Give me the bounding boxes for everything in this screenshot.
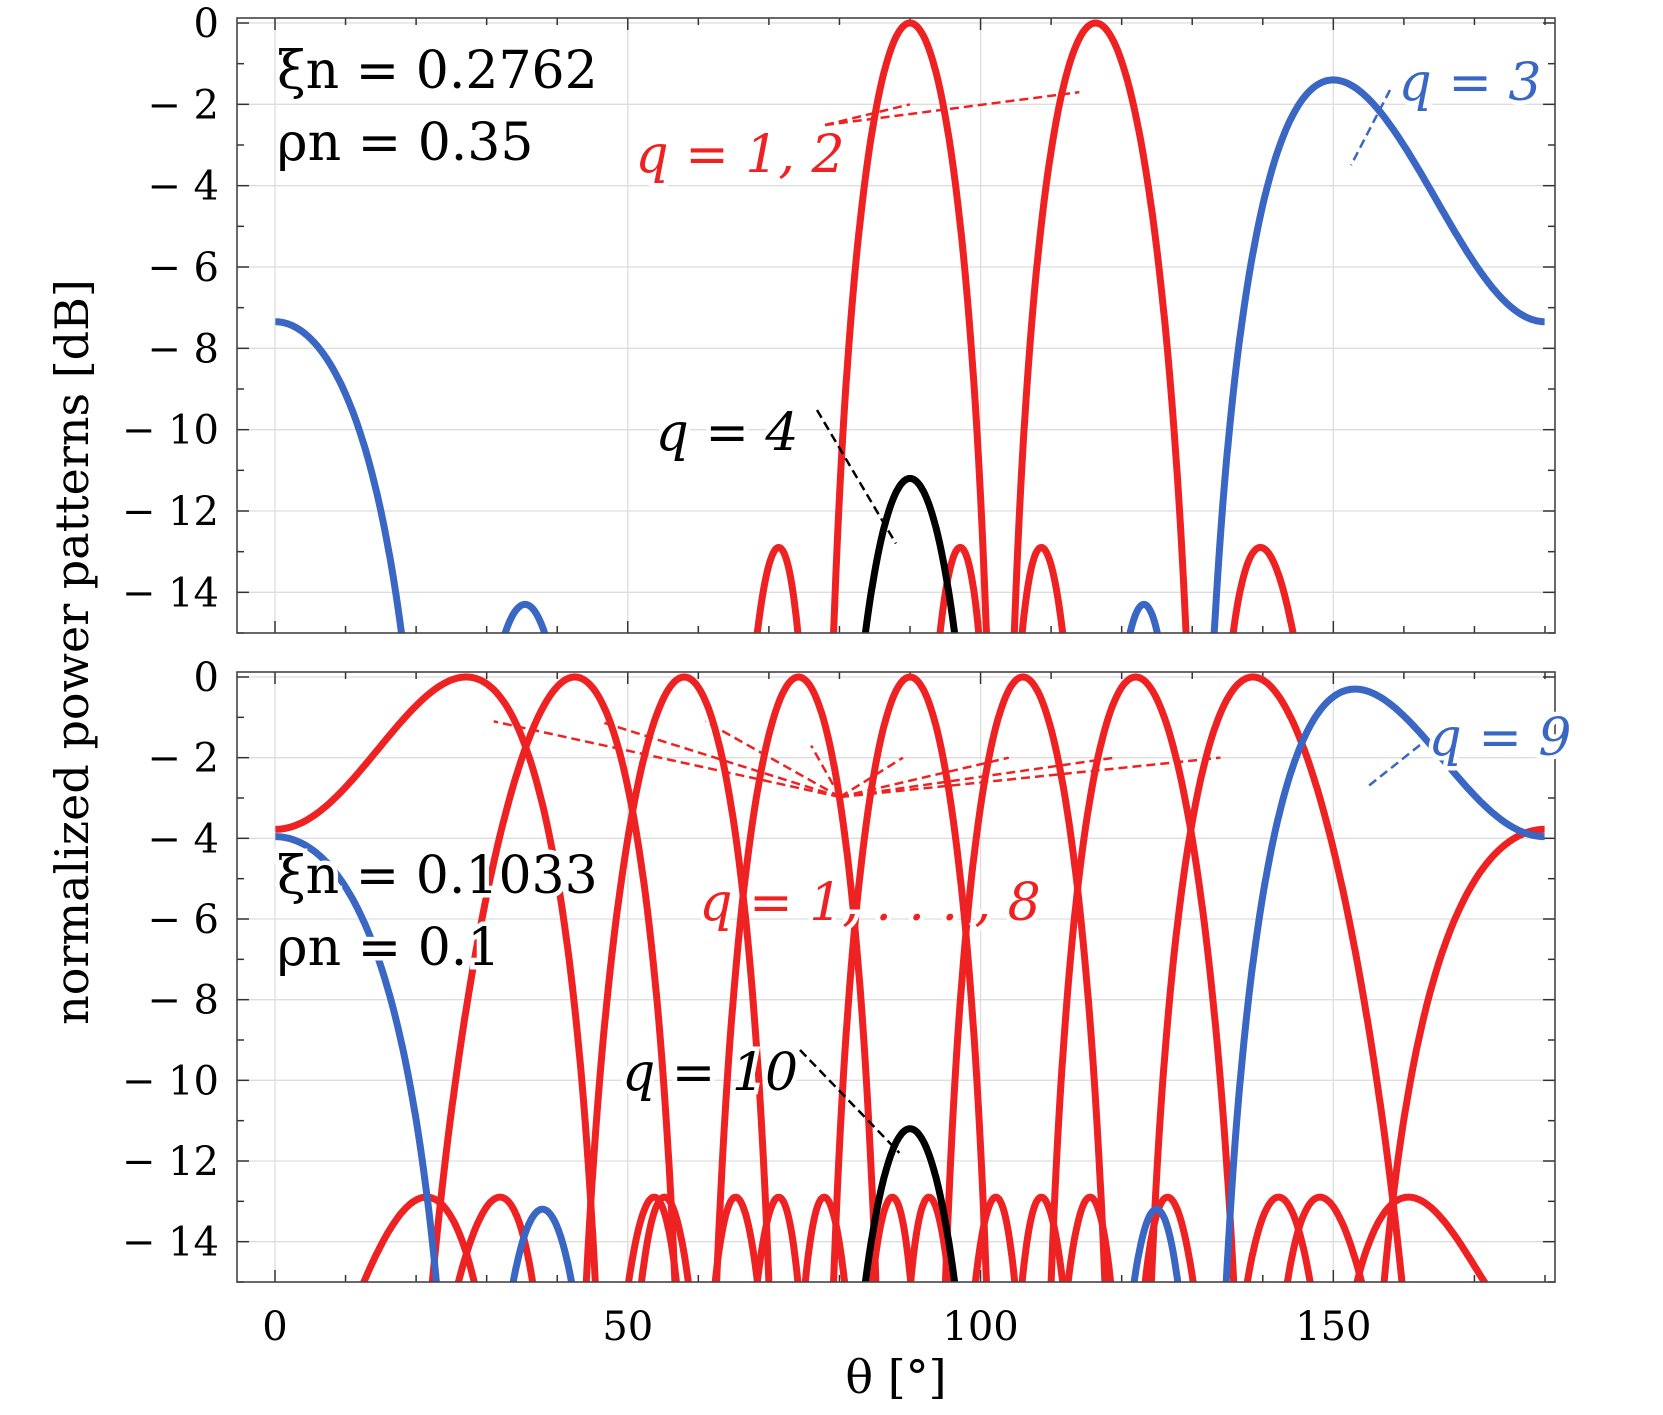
y-tick-label: − 12 <box>122 1139 219 1185</box>
top-annotation-leaders <box>815 89 1392 545</box>
series-line <box>428 673 1489 1282</box>
annotation-leader-line <box>799 1049 901 1154</box>
bottom-annotation-labels: q = 1, . . . , 8 q = 9 q = 10 <box>617 704 1576 1108</box>
annotation-label: q = 10 <box>622 1043 798 1103</box>
annotation-leader-line <box>810 744 842 798</box>
annotation-leader-line <box>704 720 841 799</box>
annotation-label: q = 3 <box>1399 53 1542 113</box>
annotation-label: q = 1, 2 <box>635 125 844 185</box>
y-tick-label: − 8 <box>147 326 219 372</box>
annotation-label: q = 9 <box>1429 708 1572 768</box>
annotation-leader-line <box>839 756 1221 799</box>
y-tick-label: − 4 <box>147 164 219 210</box>
top-tick-marks <box>237 18 1555 634</box>
annotation-leader-line <box>839 756 1010 799</box>
y-tick-label: − 2 <box>147 82 219 128</box>
annotation-leader-line <box>824 103 911 127</box>
series-line <box>861 475 959 633</box>
series-line <box>861 1125 959 1282</box>
top-annotation-labels: q = 1, 2 q = 3 q = 4 <box>631 49 1546 468</box>
y-tick-label: 0 <box>194 1 219 47</box>
series-line <box>868 673 1197 1282</box>
y-tick-label: − 2 <box>147 736 219 782</box>
top-rho-param: ρn = 0.35 <box>277 113 533 173</box>
bottom-rho-param: ρn = 0.1 <box>277 918 500 978</box>
series-line <box>753 673 1067 1282</box>
y-tick-label: − 10 <box>122 408 219 454</box>
annotation-leader-line <box>1349 89 1392 166</box>
bottom-xi-param: ξn = 0.1033 <box>277 846 598 906</box>
series-line <box>971 673 1366 1282</box>
x-axis-label: θ [°] <box>845 1350 946 1404</box>
x-tick-label: 150 <box>1295 1304 1371 1350</box>
x-tick-label: 0 <box>262 1304 287 1350</box>
y-tick-label: − 10 <box>122 1058 219 1104</box>
top-plot-frame <box>236 17 1556 634</box>
series-line <box>753 19 1067 633</box>
annotation-label: q = 1, . . . , 8 <box>699 873 1040 933</box>
top-xi-param: ξn = 0.2762 <box>277 41 598 101</box>
y-axis-label: normalized power patterns [dB] <box>45 279 99 1025</box>
bottom-annotation-leaders <box>493 720 1421 1154</box>
top-y-tick-labels: 0 − 2 − 4 − 6 − 8 − 10 − 12 − 14 <box>122 1 219 616</box>
x-tick-label: 100 <box>942 1304 1018 1350</box>
bottom-panel: 0 − 2 − 4 − 6 − 8 − 10 − 12 − 14 0 50 100 150 q = … <box>122 655 1576 1350</box>
top-panel: 0− 2− 4− 6− 8− 10− 12− 14 q = 1, 2q = 3q… <box>122 1 1556 634</box>
y-tick-label: − 12 <box>122 489 219 535</box>
annotation-leader-line <box>493 720 841 799</box>
series-line <box>272 76 1548 633</box>
annotation-leader-line <box>839 756 904 799</box>
annotation-leader-line <box>824 90 1080 127</box>
y-tick-label: − 14 <box>122 1220 219 1266</box>
series-line <box>272 673 1548 1282</box>
y-tick-label: − 8 <box>147 978 219 1024</box>
y-tick-label: − 14 <box>122 570 219 616</box>
series-line <box>454 673 849 1282</box>
bottom-y-tick-labels: 0 − 2 − 4 − 6 − 8 − 10 − 12 − 14 <box>122 655 219 1266</box>
annotation-leader-line <box>839 756 1115 799</box>
series-line <box>359 673 1406 1282</box>
top-series <box>272 19 1548 633</box>
bottom-series <box>272 673 1548 1282</box>
annotation-leader-line <box>815 409 897 545</box>
top-gridlines <box>237 18 1555 633</box>
series-line <box>272 685 1548 1282</box>
y-tick-label: − 6 <box>147 897 219 943</box>
y-tick-label: 0 <box>194 655 219 701</box>
annotation-leader-line <box>1367 744 1421 787</box>
y-tick-label: − 6 <box>147 245 219 291</box>
annotation-leader-line <box>599 720 841 799</box>
bottom-plot-frame <box>236 671 1556 1283</box>
annotation-label: q = 4 <box>656 403 799 463</box>
x-tick-label: 50 <box>602 1304 653 1350</box>
x-tick-labels: 0 50 100 150 <box>262 1304 1371 1350</box>
y-tick-label: − 4 <box>147 816 219 862</box>
